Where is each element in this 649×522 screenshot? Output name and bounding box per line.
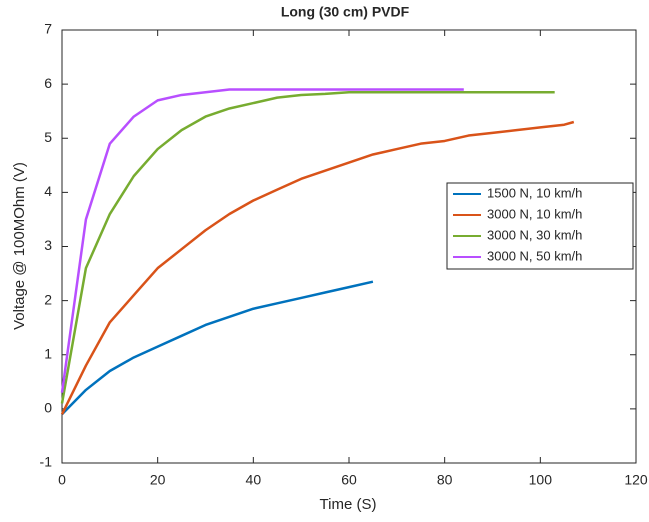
legend-label: 3000 N, 10 km/h <box>487 206 582 221</box>
series-line <box>60 120 575 415</box>
y-tick-label: 1 <box>44 345 52 361</box>
y-tick-label: 7 <box>44 21 52 37</box>
y-tick-label: 2 <box>44 291 52 307</box>
x-axis-label: Time (S) <box>320 496 377 513</box>
x-tick-label: 80 <box>437 472 453 488</box>
plot-frame <box>61 29 637 464</box>
legend-label: 3000 N, 50 km/h <box>487 248 582 263</box>
series-line <box>60 88 464 393</box>
y-tick-label: 6 <box>44 75 52 91</box>
x-tick-label: 100 <box>529 472 553 488</box>
legend-label: 3000 N, 30 km/h <box>487 227 582 242</box>
legend-box <box>446 182 634 270</box>
series-line <box>61 280 374 416</box>
y-tick-label: -1 <box>40 454 53 470</box>
y-tick-label: 0 <box>44 400 52 416</box>
series-line <box>60 90 555 404</box>
x-tick-label: 0 <box>58 472 66 488</box>
y-tick-label: 5 <box>44 129 52 145</box>
x-tick-label: 60 <box>341 472 357 488</box>
x-tick-label: 40 <box>246 472 262 488</box>
x-tick-label: 120 <box>624 472 648 488</box>
chart-title: Long (30 cm) PVDF <box>281 4 410 20</box>
x-tick-label: 20 <box>150 472 166 488</box>
y-axis-label: Voltage @ 100MOhm (V) <box>11 162 28 330</box>
y-tick-label: 3 <box>44 237 52 253</box>
legend-label: 1500 N, 10 km/h <box>487 185 582 200</box>
y-tick-label: 4 <box>44 183 52 199</box>
